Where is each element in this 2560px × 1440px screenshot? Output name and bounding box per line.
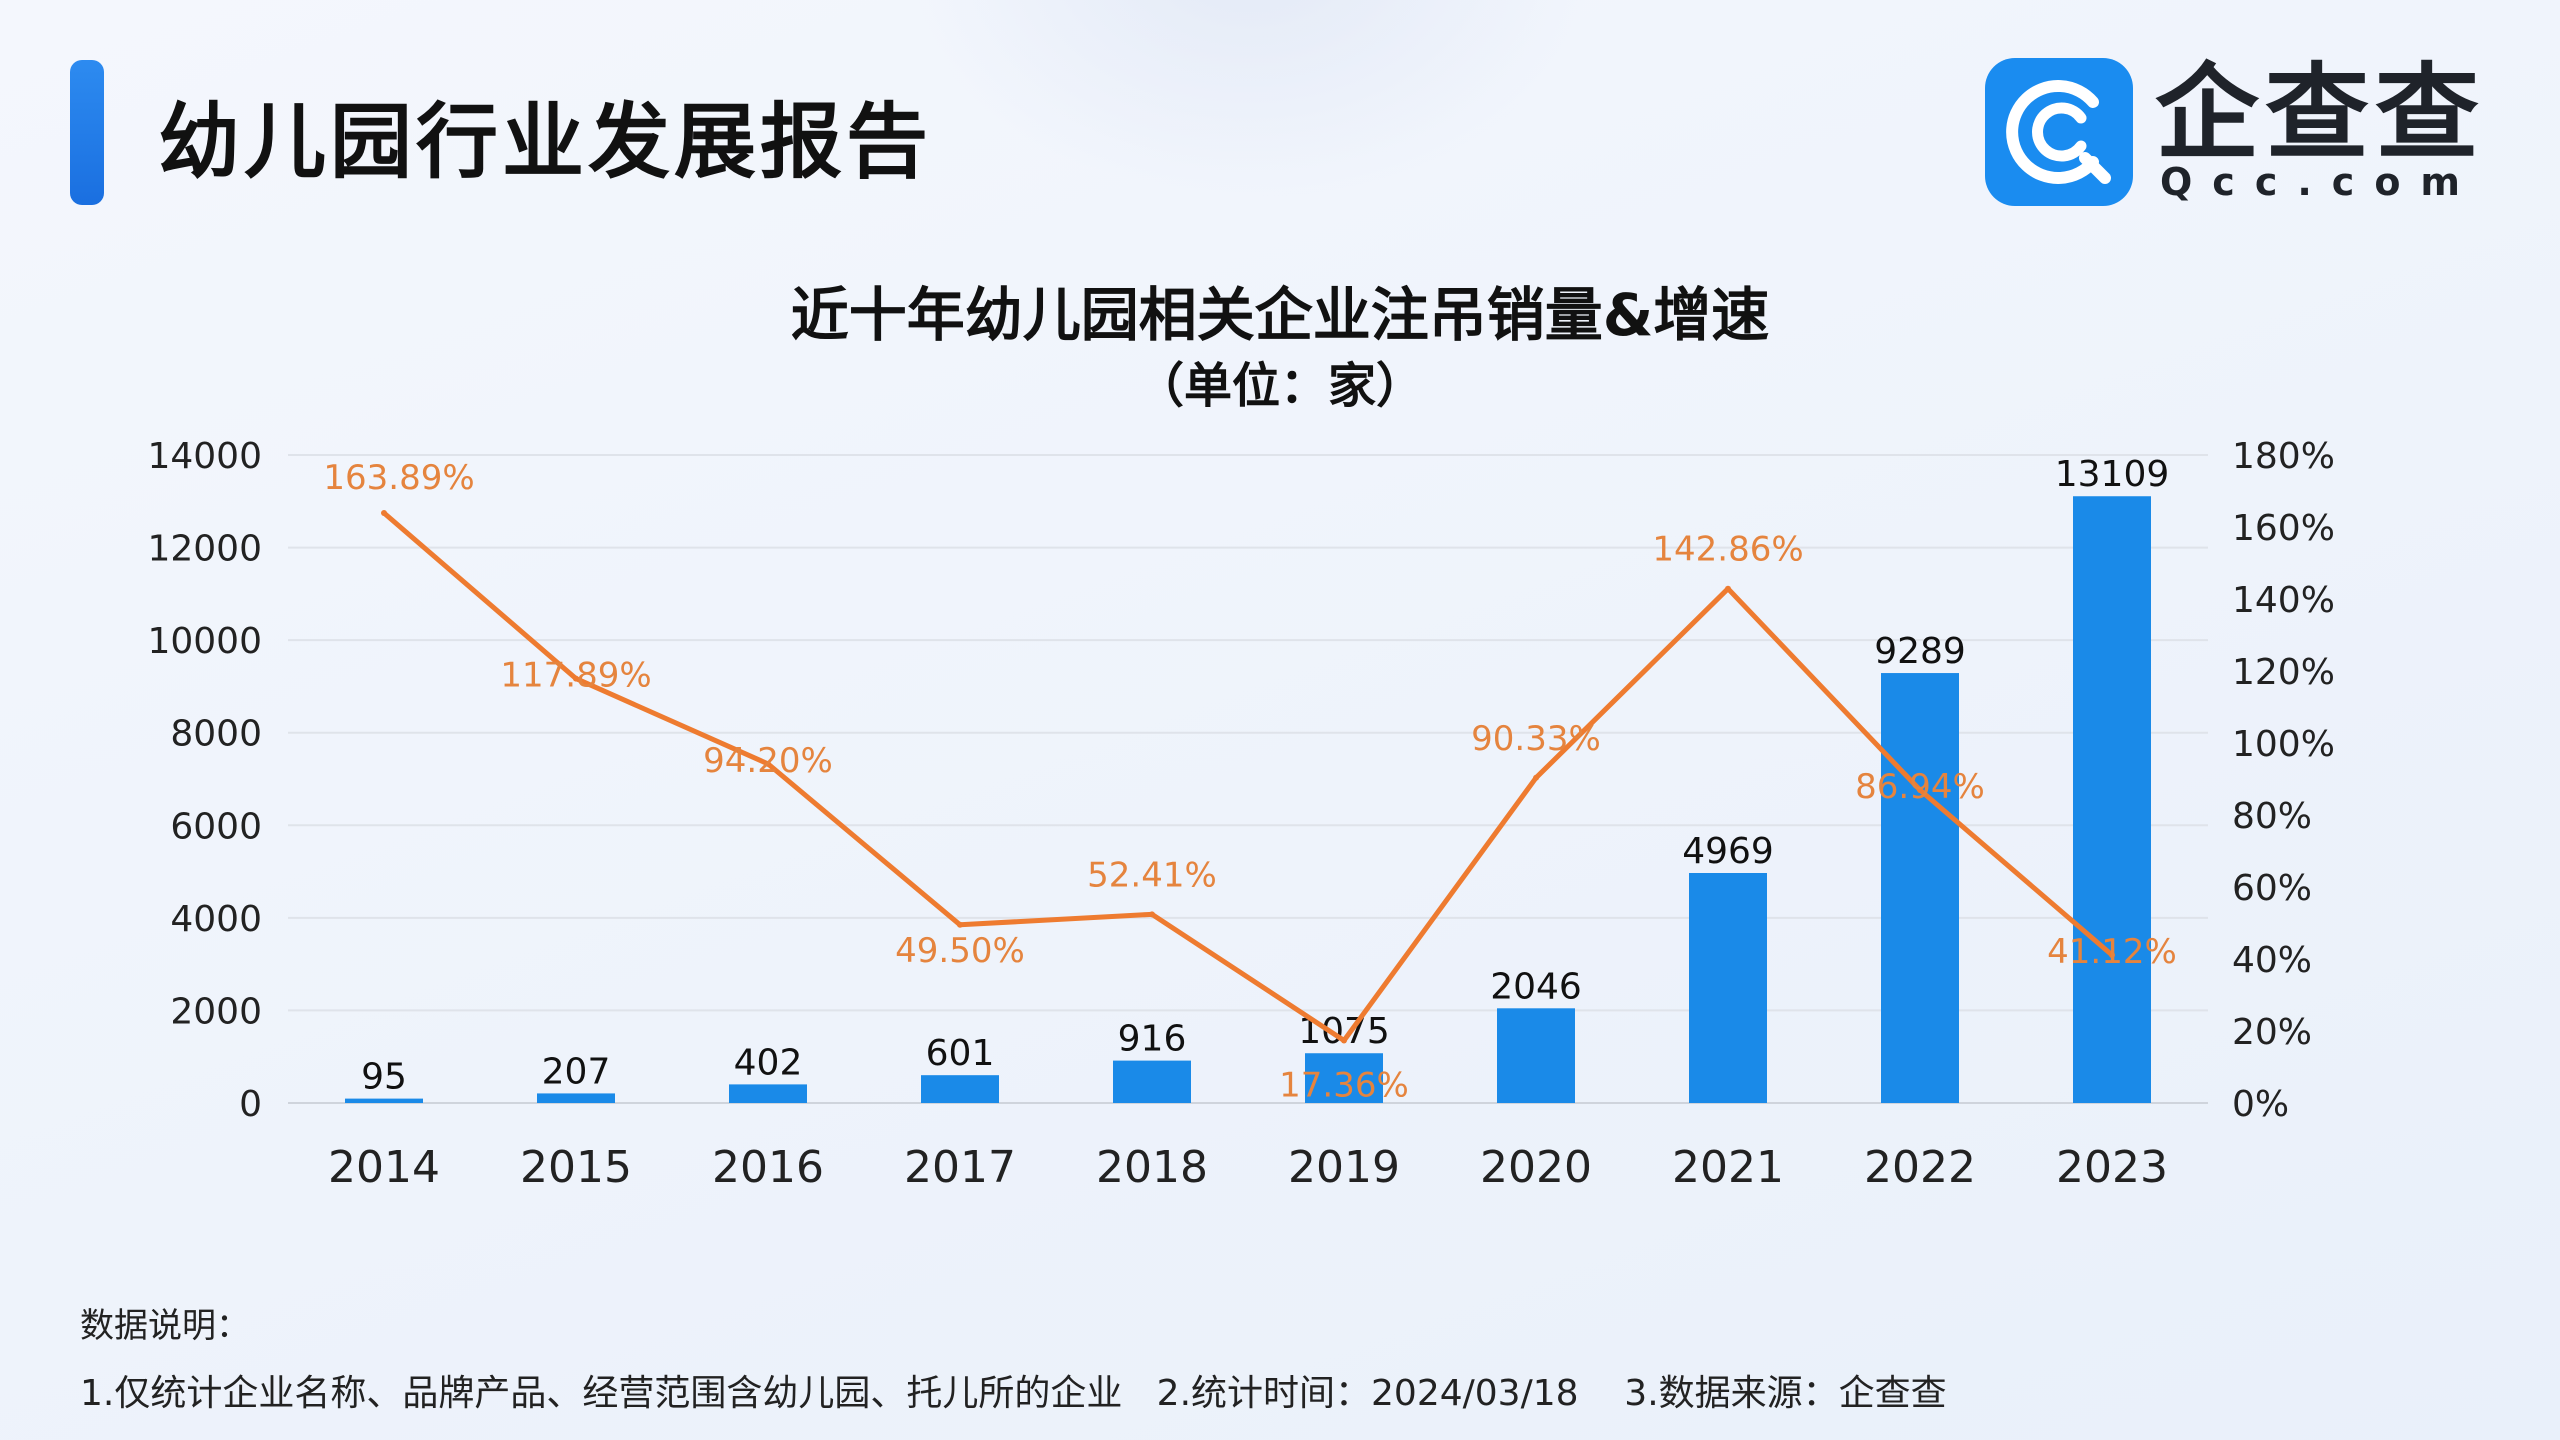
x-tick-label: 2021 bbox=[1672, 1142, 1784, 1193]
growth-point bbox=[2109, 951, 2115, 958]
y-left-tick-label: 14000 bbox=[147, 436, 262, 477]
y-left-tick-label: 0 bbox=[239, 1084, 262, 1125]
logo-wordmark: 企查查 bbox=[2155, 52, 2486, 174]
line-data-label: 86.94% bbox=[1855, 767, 1985, 807]
line-data-label: 90.33% bbox=[1471, 719, 1601, 759]
bar bbox=[1113, 1060, 1191, 1103]
notes-text: 1.仅统计企业名称、品牌产品、经营范围含幼儿园、托儿所的企业 2.统计时间：20… bbox=[80, 1373, 1947, 1414]
y-right-tick-label: 0% bbox=[2232, 1084, 2289, 1125]
y-right-tick-label: 40% bbox=[2232, 940, 2312, 981]
y-right-tick-label: 120% bbox=[2232, 652, 2335, 693]
line-data-label: 52.41% bbox=[1087, 855, 1217, 895]
growth-point bbox=[1149, 911, 1155, 918]
bar bbox=[921, 1075, 999, 1103]
qcc-logo-icon bbox=[1985, 58, 2133, 206]
bar bbox=[537, 1093, 615, 1103]
x-tick-label: 2015 bbox=[520, 1142, 632, 1193]
line-data-label: 41.12% bbox=[2047, 932, 2177, 972]
y-left-tick-label: 4000 bbox=[170, 899, 262, 940]
growth-point bbox=[573, 675, 579, 682]
y-left-tick-label: 6000 bbox=[170, 806, 262, 847]
bar-data-label: 13109 bbox=[2055, 454, 2170, 495]
x-tick-label: 2017 bbox=[904, 1142, 1016, 1193]
title-accent-bar bbox=[70, 60, 104, 205]
growth-point bbox=[957, 921, 963, 928]
bar bbox=[1305, 1053, 1383, 1103]
chart-title: 近十年幼儿园相关企业注吊销量&增速 bbox=[790, 281, 1770, 349]
bar-data-label: 2046 bbox=[1490, 966, 1582, 1007]
x-tick-label: 2022 bbox=[1864, 1142, 1976, 1193]
line-data-label: 94.20% bbox=[703, 741, 833, 781]
y-right-tick-label: 80% bbox=[2232, 796, 2312, 837]
line-data-label: 142.86% bbox=[1652, 530, 1803, 570]
growth-line bbox=[382, 511, 2114, 1044]
logo-domain: Qcc.com bbox=[2160, 160, 2481, 204]
x-tick-label: 2016 bbox=[712, 1142, 824, 1193]
growth-point bbox=[1917, 787, 1923, 794]
bar bbox=[1689, 873, 1767, 1103]
bar-data-label: 601 bbox=[926, 1033, 995, 1074]
bar-data-label: 207 bbox=[542, 1051, 611, 1092]
y-left-tick-label: 12000 bbox=[147, 529, 262, 570]
x-tick-label: 2018 bbox=[1096, 1142, 1208, 1193]
bar bbox=[1497, 1008, 1575, 1103]
bar-data-label: 9289 bbox=[1874, 631, 1966, 672]
notes-title: 数据说明： bbox=[80, 1306, 250, 1346]
growth-point bbox=[1725, 585, 1731, 592]
bar bbox=[2073, 496, 2151, 1103]
growth-point bbox=[1341, 1037, 1347, 1044]
page-title: 幼儿园行业发展报告 bbox=[158, 95, 933, 190]
y-left-tick-label: 2000 bbox=[170, 991, 262, 1032]
y-right-tick-label: 100% bbox=[2232, 724, 2335, 765]
bar bbox=[1881, 673, 1959, 1103]
y-right-tick-label: 60% bbox=[2232, 868, 2312, 909]
y-right-tick-label: 20% bbox=[2232, 1012, 2312, 1053]
bar bbox=[729, 1084, 807, 1103]
bar bbox=[345, 1098, 423, 1103]
y-right-tick-label: 180% bbox=[2232, 436, 2335, 477]
bar-data-label: 4969 bbox=[1682, 831, 1774, 872]
growth-point bbox=[765, 760, 771, 767]
y-right-tick-label: 160% bbox=[2232, 508, 2335, 549]
growth-point bbox=[381, 509, 387, 516]
line-data-label: 17.36% bbox=[1279, 1066, 1409, 1106]
chart-subtitle: （单位：家） bbox=[1135, 358, 1424, 414]
x-tick-label: 2014 bbox=[328, 1142, 440, 1193]
x-tick-label: 2019 bbox=[1288, 1142, 1400, 1193]
x-tick-label: 2020 bbox=[1480, 1142, 1592, 1193]
growth-point bbox=[1533, 774, 1539, 781]
bar-data-label: 916 bbox=[1118, 1019, 1187, 1060]
y-left-tick-label: 8000 bbox=[170, 714, 262, 755]
line-data-label: 49.50% bbox=[895, 931, 1025, 971]
y-left-tick-label: 10000 bbox=[147, 621, 262, 662]
x-tick-label: 2023 bbox=[2056, 1142, 2168, 1193]
bar-data-label: 95 bbox=[361, 1057, 407, 1098]
bar-data-label: 402 bbox=[734, 1042, 803, 1083]
line-data-label: 117.89% bbox=[500, 656, 651, 696]
line-data-label: 163.89% bbox=[323, 458, 474, 498]
y-right-tick-label: 140% bbox=[2232, 580, 2335, 621]
